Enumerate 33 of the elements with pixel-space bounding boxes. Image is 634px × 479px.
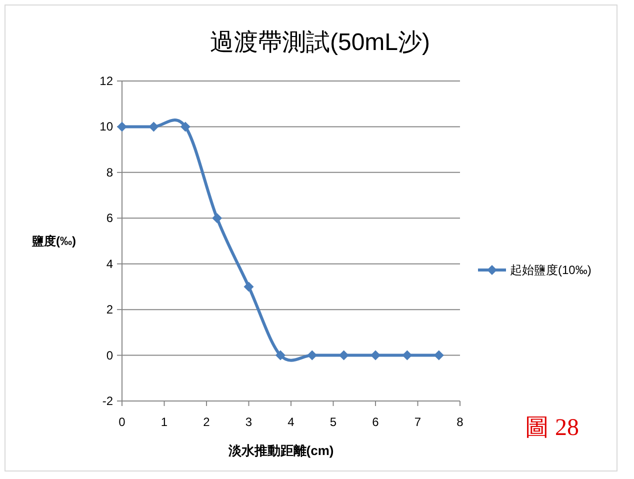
point (117, 122, 127, 132)
x-tick-label: 2 (203, 415, 210, 429)
x-tick-label: 8 (456, 415, 464, 429)
point (244, 282, 254, 292)
point (275, 350, 286, 360)
x-tick-label: 1 (160, 415, 168, 429)
y-tick-label: 10 (100, 120, 114, 134)
y-tick-label: 0 (106, 348, 114, 362)
x-tick-label: 7 (414, 415, 422, 429)
point (307, 350, 318, 360)
legend-label: 起始鹽度(10‰) (510, 263, 592, 277)
point (148, 122, 159, 132)
x-tick-label: 3 (245, 415, 252, 429)
chart-title: 過渡帶測試(50mL沙) (210, 29, 430, 56)
x-tick-label: 6 (372, 415, 380, 429)
point (370, 350, 380, 360)
point (402, 350, 412, 360)
x-axis-title: 淡水推動距離(cm) (227, 443, 334, 458)
y-tick-label: 8 (106, 165, 114, 180)
y-tick-label: -2 (102, 394, 114, 408)
x-tick-label: 4 (288, 415, 295, 429)
y-tick-label: 12 (100, 74, 114, 88)
y-tick-label: 2 (106, 302, 114, 317)
x-tick-label: 0 (118, 415, 126, 429)
point (180, 122, 190, 132)
point (434, 350, 444, 360)
point (212, 213, 222, 224)
y-tick-label: 6 (106, 211, 114, 226)
caption: 圖 28 (525, 415, 579, 441)
x-tick-label: 5 (330, 415, 337, 429)
y-tick-label: 4 (106, 256, 114, 271)
y-axis-title: 鹽度(‰) (31, 234, 76, 248)
point (338, 350, 349, 360)
